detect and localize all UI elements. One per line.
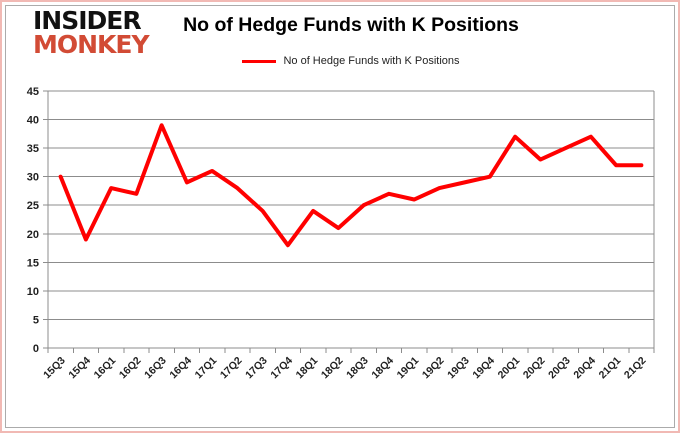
x-tick-label: 20Q2	[521, 355, 548, 382]
x-tick-label: 18Q3	[344, 355, 371, 382]
x-tick-label: 21Q2	[622, 355, 649, 382]
x-tick-label: 17Q2	[218, 355, 245, 382]
x-tick-label: 16Q4	[167, 355, 194, 382]
x-tick-label: 18Q1	[294, 355, 321, 382]
x-tick-label: 21Q1	[597, 355, 624, 382]
y-tick-label: 30	[27, 172, 39, 184]
y-tick-label: 35	[27, 143, 39, 155]
x-axis-labels: 15Q315Q416Q116Q216Q316Q417Q117Q217Q317Q4…	[41, 355, 649, 382]
legend-line-marker	[242, 59, 277, 63]
y-tick-label: 10	[27, 286, 39, 298]
legend-label: No of Hedge Funds with K Positions	[283, 55, 460, 67]
x-tick-label: 20Q1	[496, 355, 523, 382]
x-tick-label: 18Q2	[319, 355, 346, 382]
logo-line-insider: INSIDER	[33, 6, 142, 35]
y-tick-label: 20	[27, 229, 39, 241]
x-tick-label: 17Q1	[193, 355, 220, 382]
x-tick-label: 19Q1	[395, 355, 422, 382]
series-line-hedge-funds	[58, 123, 644, 248]
x-tick-label: 20Q4	[571, 355, 598, 382]
y-tick-label: 45	[27, 86, 39, 98]
chart-title: No of Hedge Funds with K Positions	[183, 14, 519, 36]
x-tick-label: 16Q3	[142, 355, 169, 382]
x-tick-label: 18Q4	[369, 355, 396, 382]
x-tick-label: 17Q3	[243, 355, 270, 382]
x-tick-label: 20Q3	[546, 355, 573, 382]
x-tick-label: 15Q4	[66, 355, 93, 382]
chart-legend: No of Hedge Funds with K Positions	[48, 55, 654, 67]
x-tick-label: 15Q3	[41, 355, 68, 382]
gridlines	[48, 90, 654, 349]
x-tick-label: 16Q1	[92, 355, 119, 382]
axis-ticks	[43, 90, 655, 353]
x-tick-label: 19Q3	[445, 355, 472, 382]
x-tick-label: 17Q4	[268, 355, 295, 382]
y-tick-label: 40	[27, 115, 39, 127]
y-tick-label: 5	[33, 314, 39, 326]
y-tick-label: 25	[27, 200, 39, 212]
insider-monkey-logo: INSIDER MONKEY	[33, 6, 150, 59]
x-tick-label: 19Q4	[470, 355, 497, 382]
x-tick-label: 16Q2	[117, 355, 144, 382]
logo-line-monkey: MONKEY	[33, 30, 150, 59]
x-tick-label: 19Q2	[420, 355, 447, 382]
y-tick-label: 15	[27, 257, 39, 269]
y-axis-labels: 0 5 10 15 20 25 30 35 40 45	[27, 86, 39, 355]
y-tick-label: 0	[33, 343, 39, 355]
